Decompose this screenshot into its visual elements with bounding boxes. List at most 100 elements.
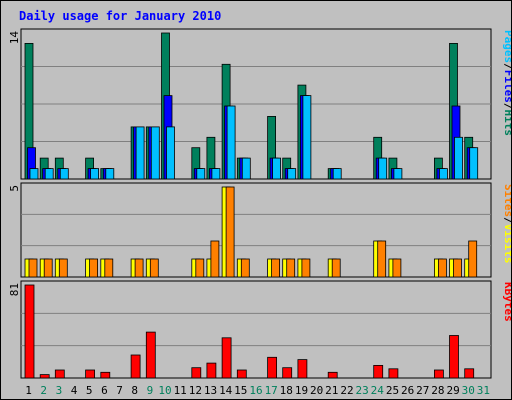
legend-item: / xyxy=(502,217,511,224)
x-tick-label: 20 xyxy=(310,384,323,397)
bar-sites-day-29 xyxy=(453,258,462,278)
bar-kbytes-day-14 xyxy=(221,337,232,379)
y-max-label: 81 xyxy=(8,283,21,296)
bar-sites-day-18 xyxy=(286,258,296,278)
x-tick-label: 23 xyxy=(355,384,368,397)
x-tick-label: 19 xyxy=(295,384,308,397)
legend-item: Files xyxy=(502,70,511,103)
bar-kbytes-day-8 xyxy=(130,354,141,379)
x-tick-label: 2 xyxy=(40,384,47,397)
x-tick-label: 31 xyxy=(477,384,490,397)
bar-sites-day-15 xyxy=(240,258,250,278)
bar-sites-day-30 xyxy=(468,240,478,278)
x-tick-label: 15 xyxy=(234,384,247,397)
x-tick-label: 26 xyxy=(401,384,414,397)
bar-pages-day-28 xyxy=(438,168,448,180)
bar-kbytes-day-15 xyxy=(236,369,247,379)
legend-item: KBytes xyxy=(502,282,511,322)
bar-kbytes-day-5 xyxy=(85,369,95,379)
bar-kbytes-day-21 xyxy=(327,371,338,379)
bar-pages-day-29 xyxy=(454,136,463,180)
bar-sites-day-17 xyxy=(271,258,281,278)
bar-kbytes-day-13 xyxy=(206,362,217,379)
bar-pages-day-1 xyxy=(29,168,39,180)
legend-kbytes: KBytes xyxy=(502,282,511,322)
bar-kbytes-day-6 xyxy=(100,371,111,379)
bar-pages-day-9 xyxy=(150,126,160,180)
bar-pages-day-10 xyxy=(166,126,175,180)
bar-pages-day-5 xyxy=(90,168,99,180)
bar-pages-day-25 xyxy=(393,168,403,180)
bar-kbytes-day-29 xyxy=(449,335,459,379)
x-tick-label: 30 xyxy=(462,384,475,397)
bar-kbytes-day-28 xyxy=(433,369,444,379)
bar-sites-day-2 xyxy=(43,258,53,278)
bar-sites-day-14 xyxy=(225,186,235,278)
bar-sites-day-3 xyxy=(58,258,68,278)
bar-sites-day-19 xyxy=(301,258,311,278)
bar-sites-day-21 xyxy=(331,258,341,278)
panel-hits_files_pages: 14 Pages/Files/Hits xyxy=(8,28,511,180)
x-tick-label: 9 xyxy=(147,384,154,397)
x-tick-label: 17 xyxy=(265,384,278,397)
bar-pages-day-18 xyxy=(287,168,297,180)
x-tick-label: 3 xyxy=(56,384,63,397)
x-tick-label: 29 xyxy=(446,384,459,397)
x-tick-label: 4 xyxy=(71,384,78,397)
x-tick-label: 7 xyxy=(116,384,123,397)
y-max-label: 14 xyxy=(8,31,21,45)
panel-frame xyxy=(20,182,492,278)
panel-sites_visits: 5 Sites/Visits xyxy=(8,182,511,278)
bar-sites-day-13 xyxy=(210,240,220,278)
legend-hits_files_pages: Pages/Files/Hits xyxy=(502,30,511,136)
x-tick-label: 21 xyxy=(325,384,338,397)
legend-item: Visits xyxy=(502,224,511,264)
y-max-label: 5 xyxy=(8,185,21,192)
bar-sites-day-6 xyxy=(104,258,114,278)
bar-pages-day-14 xyxy=(226,105,236,180)
x-tick-label: 6 xyxy=(101,384,108,397)
bar-sites-day-5 xyxy=(89,258,98,278)
bar-sites-day-9 xyxy=(149,258,159,278)
bar-sites-day-25 xyxy=(392,258,402,278)
panel-frame xyxy=(20,280,492,379)
bar-pages-day-12 xyxy=(196,168,206,180)
x-axis: 1 2 3 4 5 6 7 8 9 10 11 12 13 14 15 16 17 18 19 20 21 22 23 24 2… xyxy=(25,384,490,397)
bar-kbytes-day-9 xyxy=(145,331,156,379)
bar-kbytes-day-17 xyxy=(267,356,278,379)
bar-pages-day-8 xyxy=(135,126,145,180)
bar-kbytes-day-25 xyxy=(388,368,399,379)
bar-pages-day-21 xyxy=(332,168,342,180)
x-tick-label: 8 xyxy=(131,384,138,397)
legend-sites_visits: Sites/Visits xyxy=(502,184,511,264)
bar-kbytes-day-30 xyxy=(464,368,475,379)
bar-kbytes-day-3 xyxy=(54,369,65,379)
bar-pages-day-2 xyxy=(44,168,54,180)
bar-sites-day-8 xyxy=(134,258,144,278)
bar-pages-day-13 xyxy=(211,168,221,180)
x-tick-label: 24 xyxy=(371,384,385,397)
bar-pages-day-30 xyxy=(469,147,479,180)
bar-sites-day-12 xyxy=(195,258,205,278)
bar-kbytes-day-19 xyxy=(297,359,308,379)
legend-item: Sites xyxy=(502,184,511,217)
x-tick-label: 14 xyxy=(219,384,233,397)
x-tick-label: 22 xyxy=(340,384,353,397)
bar-kbytes-day-2 xyxy=(39,374,50,379)
x-tick-label: 13 xyxy=(204,384,217,397)
chart-title: Daily usage for January 2010 xyxy=(19,9,221,23)
legend-item: / xyxy=(502,63,511,70)
x-tick-label: 10 xyxy=(158,384,171,397)
x-tick-label: 28 xyxy=(431,384,444,397)
bar-sites-day-1 xyxy=(28,258,38,278)
bar-pages-day-19 xyxy=(302,95,312,180)
bar-pages-day-24 xyxy=(378,157,388,180)
x-tick-label: 16 xyxy=(249,384,262,397)
bar-kbytes-day-24 xyxy=(373,364,384,379)
x-tick-label: 12 xyxy=(189,384,202,397)
bar-pages-day-6 xyxy=(105,168,115,180)
panel-kbytes: 81 KBytes xyxy=(8,280,511,379)
